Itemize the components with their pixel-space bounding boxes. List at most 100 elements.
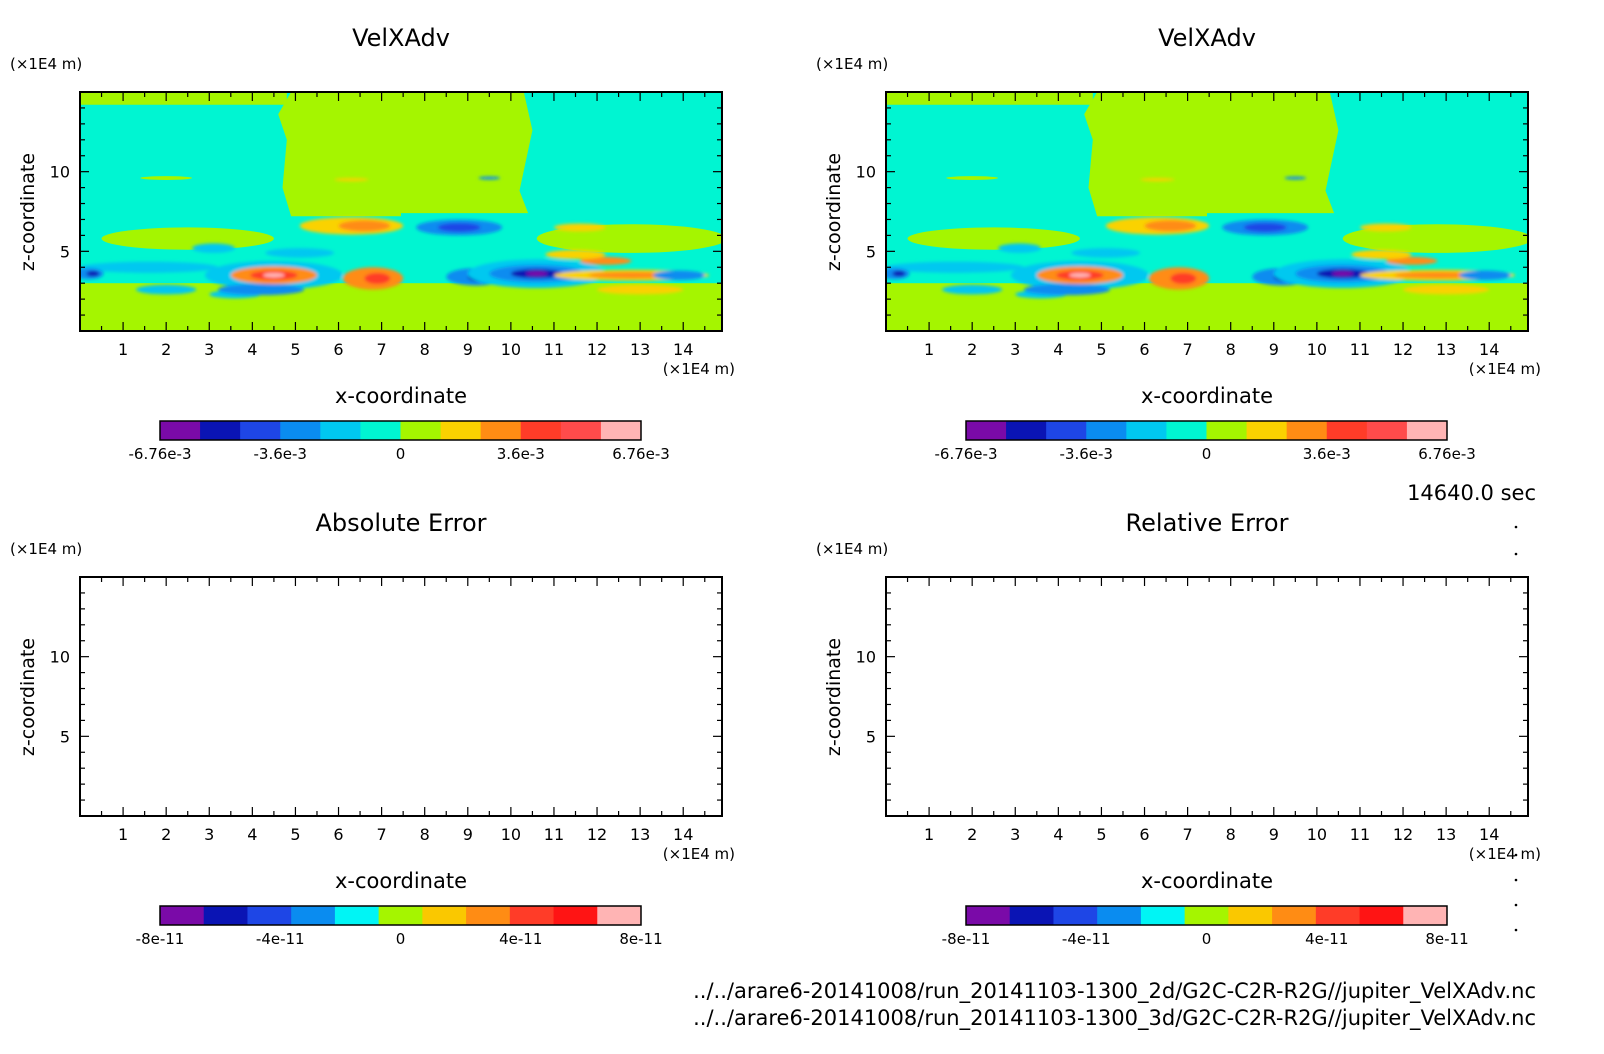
panel-top-left: VelXAdv (×1E4 m) (×1E4 m) x-coordinate z…: [10, 24, 735, 463]
contour-blob: [1331, 271, 1354, 277]
colorbar-segment: [1009, 906, 1054, 925]
colorbar-segment: [1272, 906, 1317, 925]
field-band: [140, 176, 193, 180]
x-tick-label: 6: [333, 825, 343, 844]
colorbar-segment: [240, 421, 281, 440]
y-tick-label: 10: [50, 648, 70, 667]
colorbar-segment: [520, 421, 562, 440]
plot-frame: [79, 91, 723, 332]
x-tick-label: 12: [1393, 340, 1413, 359]
colorbar-segment: [966, 906, 1011, 925]
x-tick-label: 3: [204, 340, 214, 359]
colorbar-frame: [159, 905, 642, 926]
colorbar-segment: [160, 421, 201, 440]
contour-blob: [1243, 222, 1287, 232]
field-band: [946, 176, 999, 180]
x-tick-label: 3: [1010, 825, 1020, 844]
x-tick-label: 7: [377, 340, 387, 359]
colorbar-segment: [1166, 421, 1207, 440]
x-tick-label: 14: [673, 340, 693, 359]
colorbar-segment: [1086, 421, 1127, 440]
margin-dot: [1514, 525, 1518, 529]
colorbar-segment: [200, 421, 241, 440]
x-tick-label: 12: [1393, 825, 1413, 844]
plot-area: [80, 577, 722, 816]
colorbar-segment: [360, 421, 401, 440]
field-region: [401, 92, 533, 214]
y-axis-label: z-coordinate: [17, 638, 39, 756]
field-region: [278, 92, 401, 217]
x-tick-label: 7: [377, 825, 387, 844]
colorbar-segment: [1140, 906, 1186, 925]
margin-dot: [1514, 878, 1518, 882]
contour-blob: [998, 243, 1042, 253]
contour-blob: [338, 220, 391, 232]
x-tick-label: 13: [630, 340, 650, 359]
x-tick-label: 14: [1479, 825, 1499, 844]
plot-area: [80, 92, 722, 331]
colorbar-tick-label: 4e-11: [499, 930, 542, 948]
field-band: [907, 227, 1080, 250]
margin-dot: [1514, 928, 1518, 932]
margin-dot: [1514, 552, 1518, 556]
x-tick-label: 10: [501, 340, 521, 359]
x-tick-label: 9: [463, 340, 473, 359]
contour-blob: [86, 270, 100, 277]
colorbar-segment: [400, 421, 442, 440]
x-tick-label: 5: [290, 340, 300, 359]
x-tick-label: 3: [1010, 340, 1020, 359]
x-tick-label: 5: [290, 825, 300, 844]
contour-blob: [942, 284, 1003, 295]
panel-top-right: VelXAdv (×1E4 m) (×1E4 m) x-coordinate z…: [816, 24, 1541, 463]
colorbar-segment: [1184, 906, 1229, 925]
x-tick-label: 7: [1183, 340, 1193, 359]
colorbar-segment: [509, 906, 555, 925]
panel-bottom-right: Relative Error (×1E4 m) (×1E4 m) x-coord…: [816, 509, 1541, 948]
colorbar-segment: [1359, 906, 1404, 925]
colorbar-segment: [1315, 906, 1361, 925]
y-axis-label: z-coordinate: [823, 638, 845, 756]
y-tick-label: 5: [866, 727, 876, 746]
colorbar-segment: [291, 906, 336, 925]
colorbar-tick-label: 4e-11: [1305, 930, 1348, 948]
x-unit-label: (×1E4 m): [1469, 360, 1541, 378]
contour-blob: [478, 176, 501, 180]
x-tick-label: 11: [1350, 825, 1370, 844]
x-tick-label: 4: [247, 825, 257, 844]
colorbar-tick-label: -6.76e-3: [129, 445, 192, 463]
colorbar-tick-label: 6.76e-3: [612, 445, 670, 463]
colorbar-segment: [320, 421, 361, 440]
x-tick-label: 13: [1436, 340, 1456, 359]
colorbar-segment: [1286, 421, 1328, 440]
colorbar-segment: [440, 421, 482, 440]
plot-frame: [885, 91, 1529, 332]
plot-area: [886, 577, 1528, 816]
file-path-3d: ../../arare6-20141008/run_20141103-1300_…: [693, 1006, 1536, 1031]
x-tick-label: 10: [1307, 340, 1327, 359]
x-tick-label: 7: [1183, 825, 1193, 844]
colorbar-segment: [160, 906, 205, 925]
colorbar-segment: [334, 906, 380, 925]
field-background: [80, 577, 722, 816]
colorbar-segment: [1228, 906, 1273, 925]
x-tick-label: 13: [630, 825, 650, 844]
x-tick-label: 12: [587, 340, 607, 359]
contour-blob: [892, 270, 906, 277]
contour-blobs: [80, 176, 710, 299]
plot-area: [886, 92, 1528, 331]
contour-blob: [545, 249, 606, 260]
x-tick-label: 12: [587, 825, 607, 844]
margin-dot: [1514, 853, 1518, 857]
y-unit-label: (×1E4 m): [816, 55, 888, 73]
colorbar-segment: [203, 906, 248, 925]
x-tick-label: 9: [463, 825, 473, 844]
colorbar-segment: [247, 906, 292, 925]
x-tick-label: 11: [544, 825, 564, 844]
contour-blob: [1071, 248, 1141, 258]
x-tick-label: 8: [420, 340, 430, 359]
contour-blob: [588, 272, 675, 279]
contour-blob: [1170, 272, 1197, 284]
contour-blob: [1144, 220, 1197, 232]
x-tick-label: 10: [1307, 825, 1327, 844]
